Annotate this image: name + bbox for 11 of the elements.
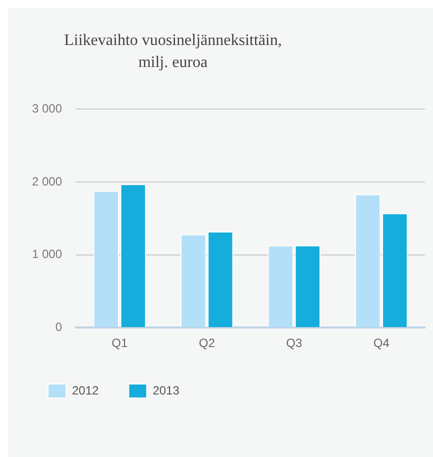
legend-label: 2012 bbox=[72, 383, 100, 398]
x-tick-label: Q3 bbox=[286, 336, 302, 350]
y-tick-label: 3 000 bbox=[32, 102, 62, 116]
y-tick-label: 2 000 bbox=[32, 174, 62, 188]
x-tick-label: Q1 bbox=[112, 336, 128, 350]
y-tick-label: 0 bbox=[55, 320, 62, 334]
y-tick-label: 1 000 bbox=[32, 247, 62, 262]
legend-label: 2013 bbox=[152, 383, 180, 398]
chart-title: Liikevaihto vuosineljänneksittäin, milj. euroa bbox=[63, 31, 283, 73]
x-tick-label: Q4 bbox=[373, 336, 390, 350]
x-tick-label: Q2 bbox=[198, 336, 216, 350]
